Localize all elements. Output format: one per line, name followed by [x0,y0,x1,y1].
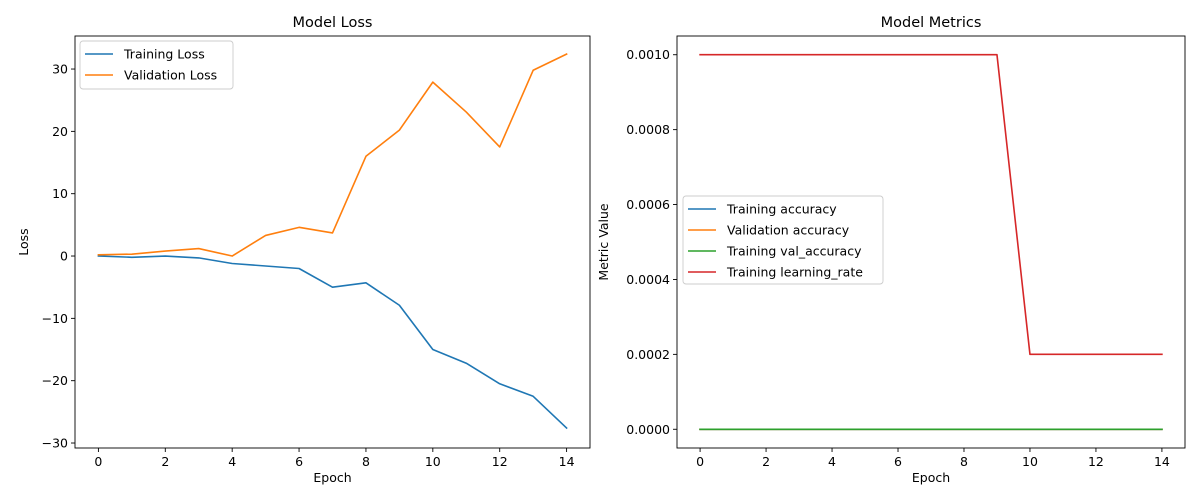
x-axis-label: Epoch [912,470,950,485]
plot-area [97,53,568,430]
legend-box [79,40,234,90]
y-tick-label: 0.0006 [626,197,670,212]
x-tick-label: 12 [492,454,508,469]
series-line-1 [97,53,568,257]
legend-label: Training Loss [123,47,205,62]
y-tick-label: 0.0002 [626,347,670,362]
legend-box [682,195,884,285]
x-tick-label: 4 [828,454,836,469]
legend-label: Training val_accuracy [726,244,862,259]
x-tick-label: 8 [960,454,968,469]
x-tick-label: 4 [228,454,236,469]
x-tick-label: 2 [161,454,169,469]
x-axis-label: Epoch [313,470,351,485]
x-tick-label: 10 [425,454,441,469]
legend: Training accuracy Validation accuracy Trai… [682,195,884,285]
y-tick-label: 0.0010 [626,47,670,62]
x-tick-label: 2 [762,454,770,469]
legend-label: Training accuracy [726,202,837,217]
y-tick-label: 30 [52,62,68,77]
axes-frame [74,35,591,449]
y-tick-label: 0.0008 [626,122,670,137]
legend: Training Loss Validation Loss [79,40,234,90]
axes-frame [676,35,1186,449]
legend-label: Training learning_rate [726,265,863,280]
plot-area [699,53,1163,431]
series-line-0 [97,255,568,430]
y-tick-label: 20 [52,124,68,139]
series-line-3 [699,53,1163,356]
chart-title: Model Metrics [881,15,982,31]
y-tick-label: 0.0004 [626,272,670,287]
chart-title: Model Loss [293,15,373,31]
y-tick-label: −10 [42,311,68,326]
x-tick-label: 10 [1022,454,1038,469]
legend-label: Validation Loss [124,68,217,83]
x-tick-label: 8 [362,454,370,469]
x-tick-label: 12 [1088,454,1104,469]
x-tick-label: 0 [696,454,704,469]
legend-label: Validation accuracy [727,223,850,238]
y-axis-label: Metric Value [596,203,611,280]
y-axis-label: Loss [16,228,31,255]
y-tick-label: 0 [60,249,68,264]
x-tick-label: 6 [894,454,902,469]
x-tick-label: 14 [1154,454,1170,469]
x-tick-label: 14 [559,454,575,469]
metrics-chart: 0 2 4 6 8 10 12 14 0.0000 0.0002 0.0004 0.0006 0.000… [596,15,1186,485]
y-tick-label: 10 [52,186,68,201]
x-tick-label: 6 [295,454,303,469]
y-tick-label: −20 [42,373,68,388]
y-tick-label: 0.0000 [626,422,670,437]
loss-chart: 0 2 4 6 8 10 12 14 −30 −20 −10 0 10 20 30 Model Loss Epo… [16,15,591,485]
x-tick-label: 0 [94,454,102,469]
y-tick-label: −30 [42,436,68,451]
